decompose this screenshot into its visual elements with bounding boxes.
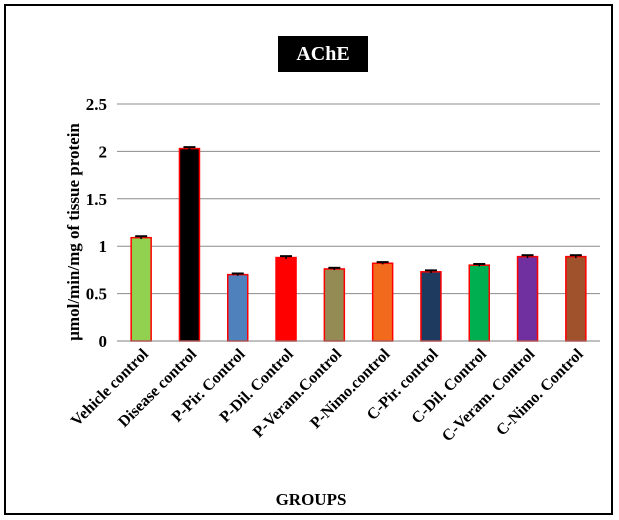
bar [323, 268, 346, 342]
bar [565, 255, 587, 342]
bar [275, 256, 297, 342]
bar [371, 262, 394, 342]
chart-title: AChE [278, 36, 368, 72]
bar [468, 264, 490, 342]
chart-frame [4, 4, 613, 515]
x-category-label: C-Nimo. Control [493, 345, 587, 439]
y-tick-labels: 0 0.5 1 1.5 2 2.5 [86, 95, 107, 351]
x-axis-title: GROUPS [276, 490, 347, 509]
bar [178, 147, 201, 342]
y-tick-label: 0.5 [86, 285, 107, 304]
x-category-label: P-Veram.Control [250, 345, 346, 441]
bars [130, 146, 587, 342]
y-tick-label: 0 [99, 332, 108, 351]
bar [130, 236, 152, 342]
y-tick-label: 2.5 [86, 95, 107, 114]
bar [516, 255, 539, 342]
bar [420, 271, 442, 342]
y-tick-label: 1.5 [86, 190, 107, 209]
y-tick-label: 1 [99, 237, 108, 256]
y-axis-title: µmol/min/mg of tissue protein [64, 123, 83, 341]
y-tick-label: 2 [99, 142, 108, 161]
bar [227, 273, 249, 342]
